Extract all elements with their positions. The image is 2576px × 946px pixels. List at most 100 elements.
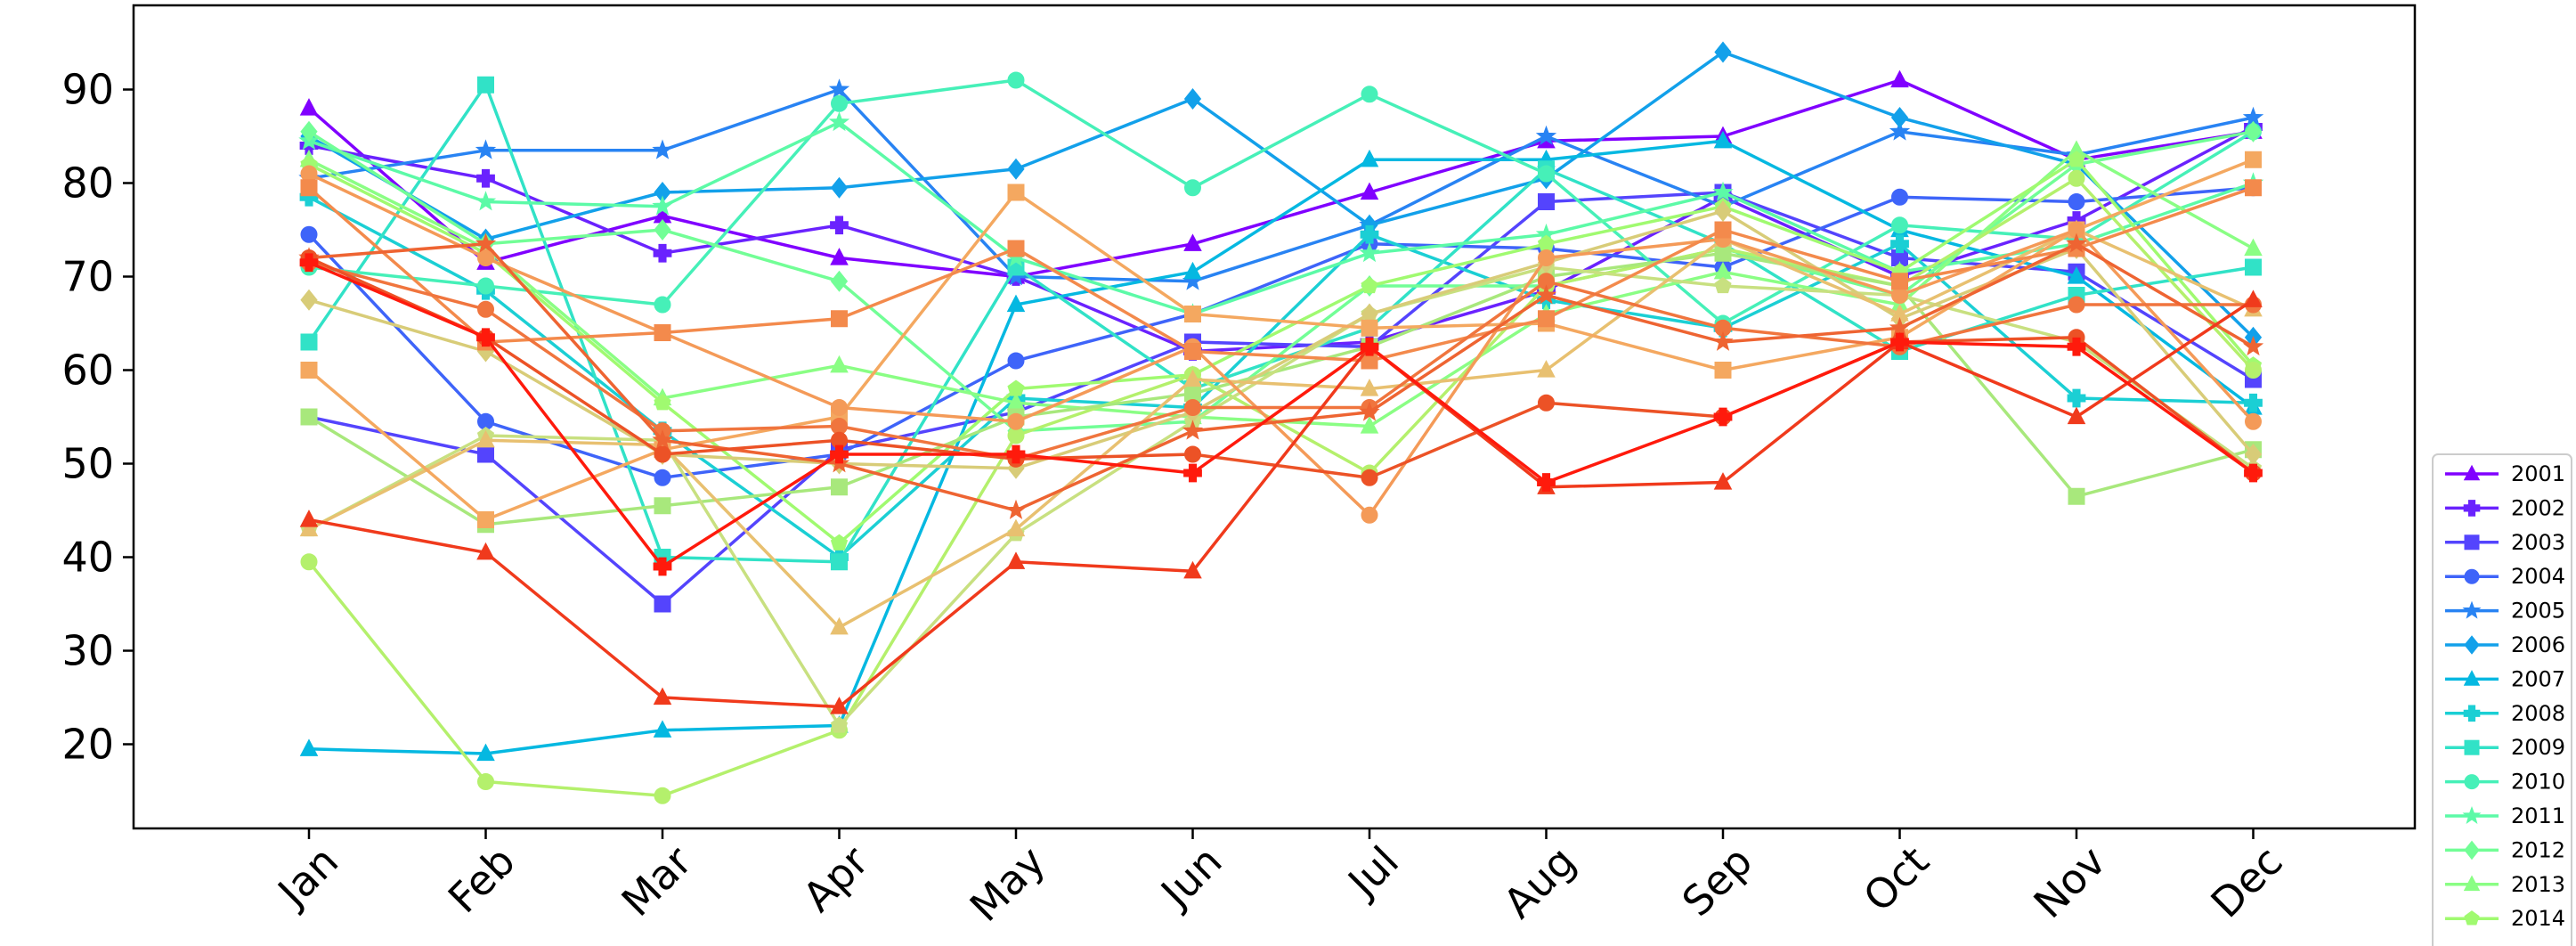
data-point [2245, 412, 2262, 430]
legend-label: 2013 [2511, 872, 2565, 897]
data-point [300, 289, 318, 311]
data-point [831, 478, 848, 496]
data-point [476, 168, 495, 188]
data-point [1537, 473, 1556, 492]
data-point [476, 542, 495, 560]
data-point [2245, 362, 2262, 379]
data-point [299, 518, 319, 537]
data-point [831, 94, 848, 112]
legend-marker [2463, 500, 2481, 517]
data-point [830, 697, 849, 714]
legend-entry-2005: 2005 [2445, 599, 2565, 624]
data-point [1361, 276, 1378, 294]
data-point [300, 120, 318, 143]
y-tick-label: 30 [61, 627, 114, 675]
data-point [1006, 518, 1026, 537]
data-point [2067, 388, 2086, 408]
series-line [308, 242, 2255, 512]
series-line [308, 87, 2254, 283]
x-tick-label: Aug [1494, 836, 1585, 927]
x-tick-label: Dec [2202, 836, 2292, 926]
y-tick-label: 80 [61, 159, 114, 208]
series-line [307, 176, 2255, 798]
data-point [1538, 310, 1555, 328]
data-point [300, 553, 318, 571]
x-tick-label: Apr [793, 836, 878, 921]
data-point [1006, 294, 1026, 313]
data-point [654, 787, 671, 804]
legend-marker [2463, 670, 2481, 686]
legend-entry-2006: 2006 [2445, 632, 2565, 657]
data-point [2245, 258, 2262, 276]
data-point [653, 720, 672, 738]
data-point [1890, 106, 1909, 129]
y-tick-label: 70 [61, 253, 114, 301]
series-line [308, 209, 2255, 470]
y-tick-label: 20 [61, 721, 114, 769]
data-point [477, 445, 494, 463]
legend-entry-2008: 2008 [2445, 701, 2565, 726]
data-point [1007, 183, 1025, 201]
data-point [1535, 284, 1557, 305]
data-point [2068, 193, 2085, 210]
data-point [300, 225, 318, 243]
data-point [2242, 335, 2264, 356]
data-point [654, 218, 671, 241]
data-point [1538, 249, 1555, 266]
series-line-19 [299, 219, 2263, 635]
legend-entry-2003: 2003 [2445, 530, 2565, 555]
data-point [1890, 69, 1909, 88]
data-point [300, 408, 318, 426]
data-point [477, 773, 494, 790]
series-line [308, 130, 2254, 433]
series-line [308, 298, 2255, 709]
data-point [2068, 296, 2085, 314]
legend-label: 2004 [2511, 564, 2565, 589]
data-point [830, 616, 849, 635]
data-point [476, 429, 495, 448]
y-tick-label: 50 [61, 440, 114, 488]
data-point [830, 248, 849, 265]
data-point [1006, 551, 1026, 569]
legend-label: 2014 [2511, 906, 2565, 931]
data-point [828, 111, 850, 132]
y-tick-label: 90 [61, 66, 114, 114]
data-point [1184, 343, 1201, 360]
data-point [1005, 499, 1027, 519]
data-point [476, 328, 495, 347]
data-point [477, 249, 494, 266]
data-point [477, 300, 494, 318]
legend-entry-2012: 2012 [2445, 837, 2565, 862]
legend-marker [2464, 635, 2480, 655]
legend-label: 2003 [2511, 530, 2565, 555]
data-point [1890, 234, 1909, 254]
data-point [2068, 151, 2085, 167]
data-point [1712, 181, 1734, 201]
data-point [1359, 241, 1380, 263]
data-point [1714, 362, 1732, 379]
data-point [1361, 506, 1378, 524]
x-tick-label: Oct [1854, 836, 1938, 920]
data-point [1184, 306, 1201, 322]
data-point [300, 333, 318, 351]
data-point [2067, 337, 2086, 356]
x-tick-label: Sep [1673, 836, 1761, 925]
data-point [1360, 337, 1379, 356]
data-point [299, 510, 319, 527]
series-line [307, 186, 2255, 363]
series-line-22 [300, 179, 2262, 370]
data-point [299, 98, 319, 116]
data-point [299, 738, 319, 756]
legend-label: 2008 [2511, 701, 2565, 726]
data-point [1712, 330, 1734, 351]
legend-label: 2001 [2511, 461, 2565, 486]
data-point [2244, 463, 2263, 483]
data-point [1184, 445, 1201, 463]
series-line [308, 172, 2255, 518]
data-point [1007, 412, 1025, 430]
data-point [828, 78, 850, 99]
legend-marker [2464, 568, 2480, 584]
data-point [830, 534, 849, 550]
legend-entry-2011: 2011 [2445, 803, 2565, 828]
legend-label: 2009 [2511, 735, 2565, 760]
